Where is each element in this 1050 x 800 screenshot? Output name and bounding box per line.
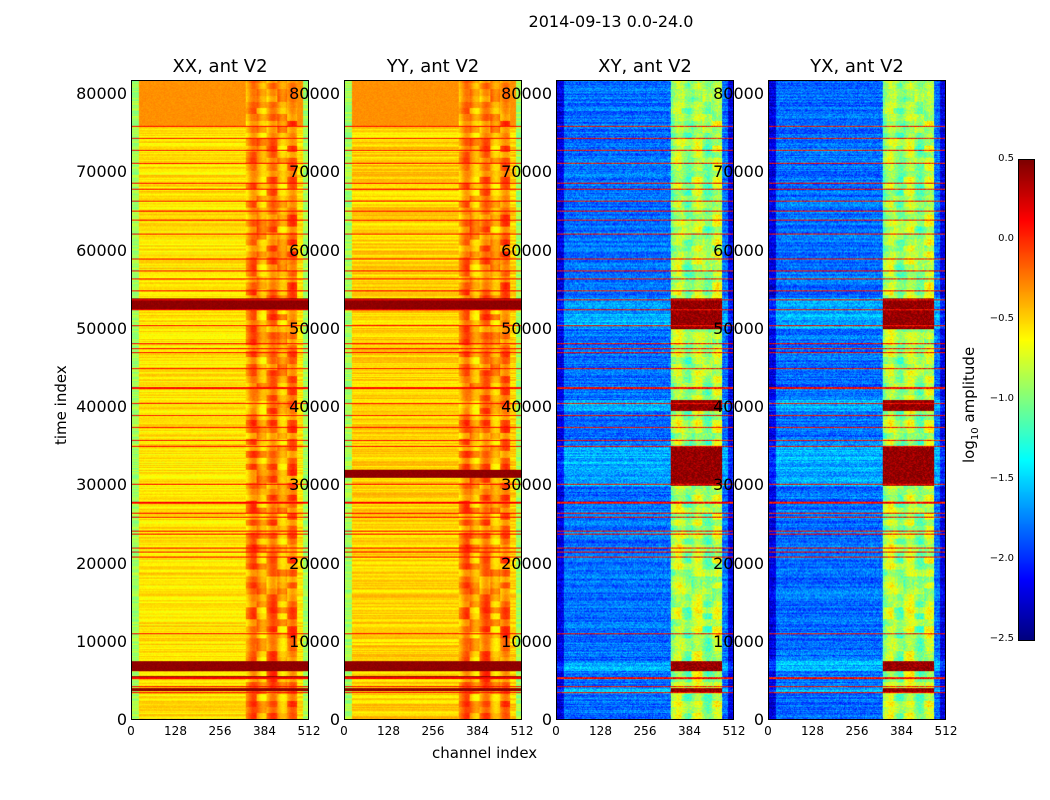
y-tick-label: 50000: [713, 318, 764, 338]
x-tick-label: 384: [890, 724, 913, 738]
panel-title: YY, ant V2: [386, 56, 480, 77]
x-tick-label: 0: [127, 724, 135, 738]
y-tick-label: 10000: [76, 631, 127, 651]
x-tick-label: 128: [164, 724, 187, 738]
x-tick-label: 256: [421, 724, 445, 738]
x-tick-label: 512: [722, 724, 746, 738]
y-tick-label: 30000: [76, 475, 127, 495]
x-tick-label: 384: [253, 724, 276, 738]
y-tick-label: 60000: [501, 240, 552, 260]
y-axis-label: time index: [52, 365, 70, 445]
y-tick-label: 80000: [76, 84, 127, 104]
x-tick-label: 384: [466, 724, 489, 738]
x-tick-label: 0: [340, 724, 348, 738]
x-tick-label: 512: [510, 724, 534, 738]
colorbar-tick-label: 0.0: [998, 233, 1014, 244]
colorbar-tick-label: −0.5: [989, 313, 1014, 324]
panel-title: XY, ant V2: [598, 56, 692, 77]
y-tick-label: 60000: [289, 240, 340, 260]
y-tick-label: 0: [541, 710, 552, 729]
x-axis-label: channel index: [432, 744, 538, 762]
colorbar-tick-label: −1.0: [989, 393, 1014, 404]
x-tick-label: 128: [589, 724, 612, 738]
y-tick-label: 80000: [713, 84, 764, 104]
y-tick-label: 0: [116, 710, 127, 729]
y-tick-label: 70000: [76, 162, 127, 182]
colorbar-tick-label: −2.5: [989, 633, 1014, 644]
y-tick-label: 40000: [289, 397, 340, 417]
y-tick-label: 50000: [76, 318, 127, 338]
y-tick-label: 50000: [289, 318, 340, 338]
x-tick-label: 256: [208, 724, 232, 738]
x-tick-label: 512: [297, 724, 321, 738]
y-tick-label: 70000: [289, 162, 340, 182]
x-tick-label: 256: [633, 724, 657, 738]
colorbar-tick-label: −2.0: [989, 553, 1014, 564]
heatmap-xy: [556, 80, 734, 720]
y-tick-label: 0: [329, 710, 340, 729]
y-tick-label: 40000: [76, 397, 127, 417]
y-tick-label: 60000: [76, 240, 127, 260]
y-tick-label: 10000: [501, 631, 552, 651]
x-tick-label: 256: [845, 724, 869, 738]
y-tick-label: 80000: [501, 84, 552, 104]
colorbar: [1018, 159, 1035, 641]
y-tick-label: 0: [753, 710, 764, 729]
heatmap-yx: [768, 80, 946, 720]
x-tick-label: 0: [764, 724, 772, 738]
colorbar-tick-label: 0.5: [998, 153, 1014, 164]
y-tick-label: 40000: [713, 397, 764, 417]
colorbar-tick-label: −1.5: [989, 473, 1014, 484]
heatmap-yy: [344, 80, 522, 720]
y-tick-label: 80000: [289, 84, 340, 104]
y-tick-label: 40000: [501, 397, 552, 417]
y-tick-label: 30000: [713, 475, 764, 495]
x-tick-label: 128: [801, 724, 824, 738]
figure-title: 2014-09-13 0.0-24.0: [528, 12, 694, 31]
y-tick-label: 50000: [501, 318, 552, 338]
panel-title: XX, ant V2: [172, 56, 268, 77]
x-tick-label: 0: [552, 724, 560, 738]
y-tick-label: 60000: [713, 240, 764, 260]
x-tick-label: 384: [678, 724, 701, 738]
colorbar-label: log10 amplitude: [960, 346, 981, 463]
x-tick-label: 512: [934, 724, 958, 738]
x-tick-label: 128: [377, 724, 400, 738]
y-tick-label: 20000: [76, 553, 127, 573]
heatmap-xx: [131, 80, 309, 720]
y-tick-label: 10000: [713, 631, 764, 651]
y-tick-label: 70000: [713, 162, 764, 182]
y-tick-label: 30000: [501, 475, 552, 495]
y-tick-label: 20000: [713, 553, 764, 573]
panel-title: YX, ant V2: [810, 56, 904, 77]
y-tick-label: 20000: [289, 553, 340, 573]
y-tick-label: 30000: [289, 475, 340, 495]
y-tick-label: 70000: [501, 162, 552, 182]
y-tick-label: 10000: [289, 631, 340, 651]
y-tick-label: 20000: [501, 553, 552, 573]
